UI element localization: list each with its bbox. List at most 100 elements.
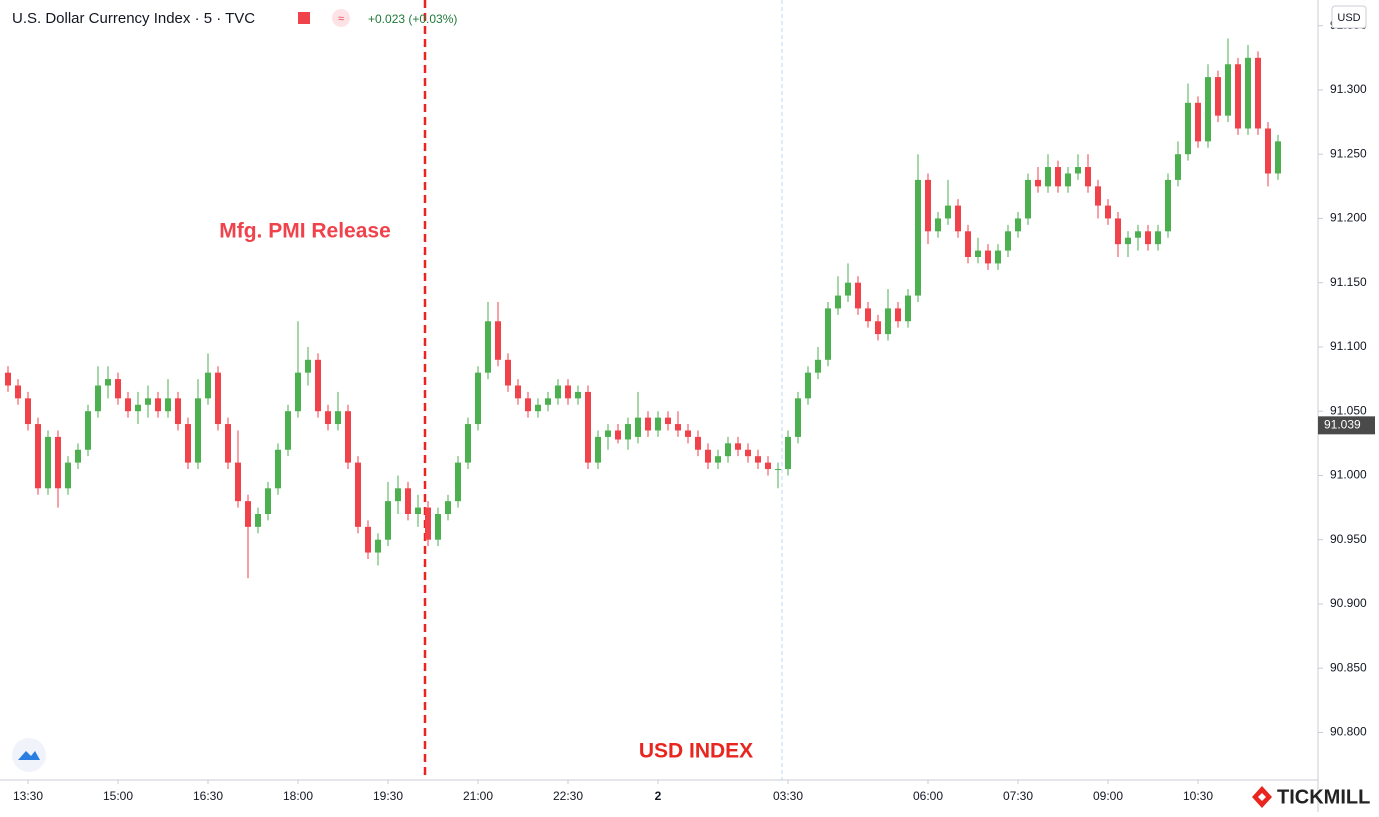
candle-body [205, 372, 211, 399]
candle-body [775, 469, 781, 471]
candle-body [445, 501, 451, 515]
candle-body [1275, 141, 1281, 174]
candle-body [295, 372, 301, 412]
x-tick-label: 13:30 [13, 789, 43, 803]
candle-body [195, 398, 201, 463]
candle-body [765, 462, 771, 470]
candle-body [615, 430, 621, 440]
candle-body [375, 539, 381, 553]
candle-body [645, 417, 651, 431]
candle-body [55, 436, 61, 489]
candle-body [475, 372, 481, 425]
chart-title: U.S. Dollar Currency Index · 5 · TVC [12, 10, 255, 27]
candle-body [595, 436, 601, 463]
candle-body [845, 282, 851, 296]
brand-icon [1252, 786, 1272, 808]
y-tick-label: 90.900 [1330, 596, 1367, 610]
candle-body [465, 424, 471, 463]
x-tick-label: 03:30 [773, 789, 803, 803]
currency: USD [1337, 12, 1360, 24]
candle-body [255, 514, 261, 527]
candle-body [925, 179, 931, 232]
candle-body [965, 231, 971, 258]
candle-body [735, 443, 741, 450]
x-tick-label: 15:00 [103, 789, 133, 803]
candle-body [1025, 179, 1031, 219]
x-tick-label: 07:30 [1003, 789, 1033, 803]
candle-body [495, 321, 501, 360]
candle-body [1105, 205, 1111, 219]
y-tick-label: 91.100 [1330, 339, 1367, 353]
candle-body [525, 398, 531, 412]
last-price-tag [1318, 416, 1375, 435]
candle-body [405, 488, 411, 515]
candle-body [105, 379, 111, 386]
candle-body [485, 321, 491, 373]
candle-body [705, 449, 711, 463]
x-tick-label: 21:00 [463, 789, 493, 803]
candle-body [275, 449, 281, 489]
candle-body [1145, 231, 1151, 245]
x-tick-label: 06:00 [913, 789, 943, 803]
candle-body [675, 424, 681, 431]
candle-body [145, 398, 151, 405]
candle-body [505, 359, 511, 386]
candle-body [245, 501, 251, 527]
candle-body [865, 308, 871, 322]
candle-body [1075, 167, 1081, 174]
candle-body [855, 282, 861, 309]
x-tick-label: 18:00 [283, 789, 313, 803]
candle-body [715, 456, 721, 463]
candle-body [1165, 179, 1171, 232]
candle-body [335, 411, 341, 425]
flag-icon [298, 12, 310, 24]
candle-body [1265, 128, 1271, 174]
candle-body [1085, 167, 1091, 187]
candle-body [655, 417, 661, 431]
candle-body [1095, 186, 1101, 206]
candle-body [835, 295, 841, 309]
candle-body [795, 398, 801, 437]
candle-body [5, 372, 11, 386]
candle-body [535, 404, 541, 412]
change: +0.023 (+0.03%) [368, 12, 457, 26]
candle-body [15, 385, 21, 399]
candle-body [1035, 179, 1041, 187]
candle-body [875, 321, 881, 335]
y-tick-label: 91.000 [1330, 468, 1367, 482]
candle-body [725, 443, 731, 457]
currency-box[interactable] [1331, 5, 1367, 29]
candle-body [45, 436, 51, 489]
candle-body [75, 449, 81, 463]
candle-body [435, 514, 441, 540]
candle-body [305, 359, 311, 373]
candle-body [35, 424, 41, 489]
candle-body [1055, 167, 1061, 187]
candle-body [155, 398, 161, 412]
candle-body [425, 507, 431, 540]
candle-body [25, 398, 31, 425]
candle-body [185, 424, 191, 463]
candle-body [1255, 57, 1261, 129]
candle-body [895, 308, 901, 322]
candle-body [745, 449, 751, 457]
candle-body [545, 398, 551, 405]
candle-body [115, 379, 121, 399]
y-tick-label: 91.300 [1330, 82, 1367, 96]
candle-body [565, 385, 571, 399]
candle-body [825, 308, 831, 360]
candle-body [165, 398, 171, 412]
candle-body [215, 372, 221, 425]
candle-body [1015, 218, 1021, 232]
candle-body [905, 295, 911, 322]
candle-body [235, 462, 241, 502]
candles [5, 38, 1281, 579]
candle-body [455, 462, 461, 502]
candle-body [175, 398, 181, 425]
last-price-label: 91.039 [1324, 418, 1361, 432]
candle-body [695, 436, 701, 450]
candle-body [1215, 77, 1221, 116]
candle-body [1045, 167, 1051, 187]
